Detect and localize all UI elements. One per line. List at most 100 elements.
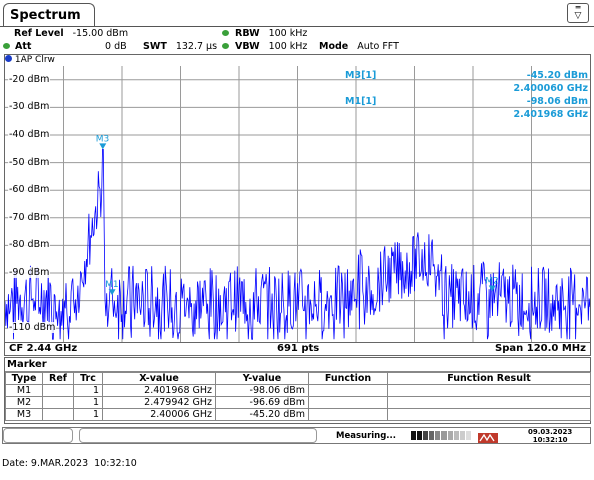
y-tick-label: -40 dBm — [8, 129, 51, 140]
cell-trc: 1 — [73, 408, 103, 421]
marker-triangle-m2 — [488, 285, 496, 292]
y-tick-label: -50 dBm — [8, 156, 51, 168]
y-tick-label: -90 dBm — [8, 267, 51, 278]
att-label: Att — [15, 41, 32, 52]
cell-x: 2.479942 GHz — [102, 396, 216, 409]
rbw-value: 100 kHz — [268, 28, 308, 39]
y-tick-label: -80 dBm — [8, 239, 51, 251]
readout-m3-freq: 2.400060 GHz — [513, 83, 588, 94]
marker-table-panel: Marker Type Ref Trc X-value Y-value Func… — [4, 357, 591, 424]
status-bar — [2, 427, 591, 444]
mode-row: Mode Auto FFT — [319, 41, 399, 52]
date-caption: Date: 9.MAR.2023 10:32:10 — [2, 458, 137, 469]
spectrum-tab[interactable]: Spectrum — [3, 3, 95, 26]
status-date: 09.03.2023 — [528, 428, 573, 436]
col-ref: Ref — [42, 372, 74, 385]
spectrum-plot[interactable]: M3 M1 M2 — [5, 66, 590, 342]
cell-y: -98.06 dBm — [215, 384, 309, 397]
datetime: 09.03.2023 10:32:10 — [528, 428, 572, 444]
center-frequency: CF 2.44 GHz — [9, 343, 78, 354]
spectrum-panel — [4, 54, 591, 356]
cell-result — [387, 408, 591, 421]
status-field-1[interactable] — [3, 428, 73, 443]
cell-trc: 1 — [73, 396, 103, 409]
marker-label-m1: M1 — [105, 280, 119, 290]
col-y-value: Y-value — [215, 372, 309, 385]
dropdown-menu-button[interactable]: ═ ▽ — [567, 3, 589, 23]
col-function-result: Function Result — [387, 372, 591, 385]
att-status-led — [3, 43, 10, 49]
table-row[interactable]: M2 1 2.479942 GHz -96.69 dBm — [5, 396, 591, 409]
trace-dot-icon — [5, 55, 12, 62]
marker-triangle-m1 — [108, 289, 116, 296]
vbw-label: VBW — [235, 41, 260, 52]
cell-result — [387, 384, 591, 397]
menu-lines-icon: ═ — [575, 3, 581, 12]
col-trc: Trc — [73, 372, 103, 385]
marker-label-m2: M2 — [485, 276, 499, 286]
readout-m1-value: -98.06 dBm — [526, 96, 588, 107]
span-label: Span 120.0 MHz — [495, 343, 586, 354]
points-count: 691 pts — [277, 343, 320, 354]
vbw-value: 100 kHz — [268, 41, 308, 52]
readout-m3-name: M3[1] — [345, 70, 377, 81]
cell-type: M3 — [5, 408, 43, 421]
swt-value: 132.7 µs — [175, 41, 218, 52]
marker-triangle-m3 — [99, 143, 107, 150]
cell-ref — [42, 408, 74, 421]
progress-bar — [411, 431, 471, 440]
cell-type: M2 — [5, 396, 43, 409]
cell-x: 2.40006 GHz — [102, 408, 216, 421]
att-value: 0 dB — [105, 41, 127, 52]
y-tick-label: -30 dBm — [8, 101, 51, 113]
vbw-status-led — [222, 43, 229, 49]
table-row[interactable]: M3 1 2.40006 GHz -45.20 dBm — [5, 408, 591, 421]
readout-m1-name: M1[1] — [345, 96, 377, 107]
marker-label-m3: M3 — [96, 134, 110, 144]
status-time: 10:32:10 — [532, 436, 568, 444]
marker-table-header: Type Ref Trc X-value Y-value Function Fu… — [5, 372, 591, 385]
vbw-row: VBW 100 kHz — [222, 41, 307, 52]
cell-trc: 1 — [73, 384, 103, 397]
mode-value: Auto FFT — [357, 41, 399, 52]
cell-y: -96.69 dBm — [215, 396, 309, 409]
cell-y: -45.20 dBm — [215, 408, 309, 421]
trace-label: 1AP Clrw — [14, 55, 55, 65]
marker-table-title: Marker — [5, 358, 590, 372]
status-field-2[interactable] — [79, 428, 317, 443]
marker-table: Type Ref Trc X-value Y-value Function Fu… — [5, 372, 591, 421]
rbw-status-led — [222, 30, 229, 36]
ref-level-label: Ref Level — [14, 28, 64, 39]
cell-function — [308, 396, 388, 409]
rbw-row: RBW 100 kHz — [222, 28, 307, 39]
cell-result — [387, 396, 591, 409]
triangle-down-icon: ▽ — [574, 11, 582, 21]
lxi-logo-icon — [478, 429, 498, 443]
spectrum-trace — [5, 149, 590, 340]
table-row[interactable]: M1 1 2.401968 GHz -98.06 dBm — [5, 384, 591, 397]
ref-level-row: Ref Level -15.00 dBm — [14, 28, 128, 39]
cell-ref — [42, 384, 74, 397]
swt-row: SWT 132.7 µs — [143, 41, 217, 52]
cell-x: 2.401968 GHz — [102, 384, 216, 397]
readout-m3-value: -45.20 dBm — [526, 70, 588, 81]
col-x-value: X-value — [102, 372, 216, 385]
lxi-logo-svg — [478, 433, 498, 443]
rbw-label: RBW — [235, 28, 260, 39]
measuring-status: Measuring... — [336, 431, 396, 441]
att-row: Att — [3, 41, 31, 52]
cell-function — [308, 384, 388, 397]
trace-indicator[interactable]: 1AP Clrw — [5, 55, 55, 65]
y-tick-label: -20 dBm — [8, 73, 51, 85]
y-tick-label: -70 dBm — [8, 211, 51, 223]
tab-baseline — [0, 26, 594, 27]
cell-ref — [42, 396, 74, 409]
cell-function — [308, 408, 388, 421]
col-function: Function — [308, 372, 388, 385]
y-tick-label: -110 dBm — [8, 322, 57, 334]
col-type: Type — [5, 372, 43, 385]
swt-label: SWT — [143, 41, 167, 52]
y-tick-label: -60 dBm — [8, 184, 51, 196]
cell-type: M1 — [5, 384, 43, 397]
ref-level-value: -15.00 dBm — [72, 28, 129, 39]
